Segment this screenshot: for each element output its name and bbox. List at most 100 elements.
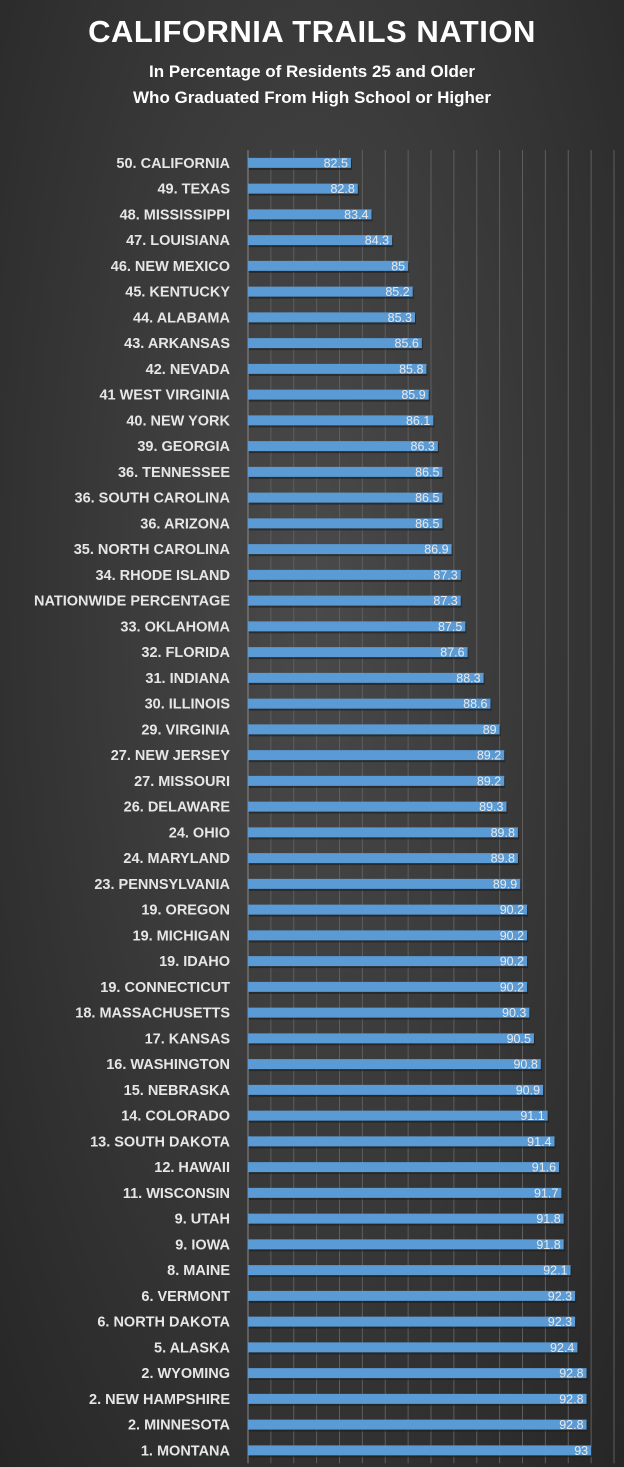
value-label: 90.2 — [500, 903, 524, 917]
category-label: 30. ILLINOIS — [145, 697, 231, 713]
bar — [248, 209, 372, 220]
category-label: 42. NEVADA — [146, 362, 231, 378]
category-label: 19. IDAHO — [159, 954, 230, 970]
value-label: 86.5 — [415, 465, 439, 479]
category-label: 27. MISSOURI — [134, 774, 230, 790]
category-label: 19. OREGON — [141, 903, 230, 919]
category-label: 6. NORTH DAKOTA — [97, 1315, 230, 1331]
bar — [248, 698, 491, 709]
value-label: 85.6 — [395, 337, 419, 351]
value-label: 87.3 — [433, 594, 457, 608]
bar — [248, 1033, 534, 1044]
value-label: 91.1 — [520, 1109, 544, 1123]
bar — [248, 1213, 564, 1224]
bar — [248, 672, 484, 683]
bar — [248, 1059, 541, 1070]
bar — [248, 518, 443, 529]
value-label: 93 — [574, 1444, 588, 1458]
bar — [248, 1162, 560, 1173]
value-label: 92.8 — [559, 1367, 583, 1381]
category-labels: 50. CALIFORNIA 49. TEXAS 48. MISSISSIPPI 47… — [34, 156, 231, 1460]
value-label: 85.2 — [385, 285, 409, 299]
category-label: 41 WEST VIRGINIA — [99, 388, 230, 404]
bar — [248, 286, 413, 297]
value-label: 87.3 — [433, 568, 457, 582]
bar — [248, 750, 505, 761]
bar — [248, 956, 528, 967]
value-label: 89.8 — [491, 852, 515, 866]
category-label: 14. COLORADO — [121, 1109, 230, 1125]
chart-subtitle-line-1: In Percentage of Residents 25 and Older — [149, 62, 475, 81]
bar — [248, 853, 518, 864]
value-label: 91.8 — [536, 1238, 560, 1252]
bar — [248, 930, 528, 941]
bar — [248, 801, 507, 812]
category-label: 40. NEW YORK — [126, 413, 230, 429]
value-label: 91.4 — [527, 1135, 551, 1149]
category-label: 44. ALABAMA — [133, 310, 230, 326]
category-label: 13. SOUTH DAKOTA — [90, 1134, 230, 1150]
bar — [248, 1445, 592, 1456]
bar — [248, 595, 461, 606]
value-label: 89.9 — [493, 877, 517, 891]
category-label: 36. SOUTH CAROLINA — [75, 491, 231, 507]
category-label: 24. OHIO — [169, 825, 230, 841]
category-label: 31. INDIANA — [145, 671, 230, 687]
value-label: 89.2 — [477, 774, 501, 788]
bar — [248, 492, 443, 503]
category-label: 46. NEW MEXICO — [111, 259, 230, 275]
bar — [248, 569, 461, 580]
bar — [248, 544, 452, 555]
value-label: 92.3 — [548, 1289, 572, 1303]
bar — [248, 312, 415, 323]
bar — [248, 389, 429, 400]
value-label: 82.5 — [324, 156, 348, 170]
category-label: 35. NORTH CAROLINA — [74, 542, 231, 558]
value-label: 90.9 — [516, 1083, 540, 1097]
category-label: 2. MINNESOTA — [128, 1418, 231, 1434]
value-label: 85.3 — [388, 311, 412, 325]
category-label: 39. GEORGIA — [137, 439, 230, 455]
category-label: 16. WASHINGTON — [106, 1057, 230, 1073]
bars — [248, 157, 593, 1458]
category-label: 5. ALASKA — [154, 1340, 231, 1356]
value-label: 82.8 — [330, 182, 354, 196]
bar — [248, 1368, 587, 1379]
category-label: 29. VIRGINIA — [141, 722, 230, 738]
category-label: 26. DELAWARE — [124, 800, 231, 816]
value-label: 91.8 — [536, 1212, 560, 1226]
value-label: 92.3 — [548, 1315, 572, 1329]
value-label: 92.1 — [543, 1264, 567, 1278]
category-label: 43. ARKANSAS — [124, 336, 230, 352]
bar — [248, 1419, 587, 1430]
value-label: 88.6 — [463, 697, 487, 711]
value-label: 89 — [483, 723, 497, 737]
category-label: 32. FLORIDA — [141, 645, 230, 661]
bar — [248, 827, 518, 838]
value-label: 83.4 — [344, 208, 368, 222]
bar — [248, 260, 409, 271]
bar — [248, 1187, 562, 1198]
value-label: 92.8 — [559, 1392, 583, 1406]
value-label: 92.4 — [550, 1341, 574, 1355]
category-label: 27. NEW JERSEY — [111, 748, 231, 764]
bar — [248, 338, 422, 349]
category-label: 36. TENNESSEE — [118, 465, 230, 481]
category-label: 49. TEXAS — [157, 182, 230, 198]
bar — [248, 775, 505, 786]
bar — [248, 1290, 576, 1301]
category-label: 8. MAINE — [167, 1263, 230, 1279]
bar — [248, 1265, 571, 1276]
value-label: 86.5 — [415, 517, 439, 531]
category-label: 9. UTAH — [175, 1212, 230, 1228]
chart-title: CALIFORNIA TRAILS NATION — [88, 14, 536, 49]
value-label: 86.3 — [411, 440, 435, 454]
value-label: 86.5 — [415, 491, 439, 505]
category-label: 1. MONTANA — [141, 1443, 231, 1459]
value-label: 92.8 — [559, 1418, 583, 1432]
value-label: 87.5 — [438, 620, 462, 634]
category-label: 23. PENNSYLVANIA — [94, 877, 230, 893]
category-label: 47. LOUISIANA — [126, 233, 230, 249]
category-label: 2. WYOMING — [141, 1366, 230, 1382]
bar — [248, 1239, 564, 1250]
